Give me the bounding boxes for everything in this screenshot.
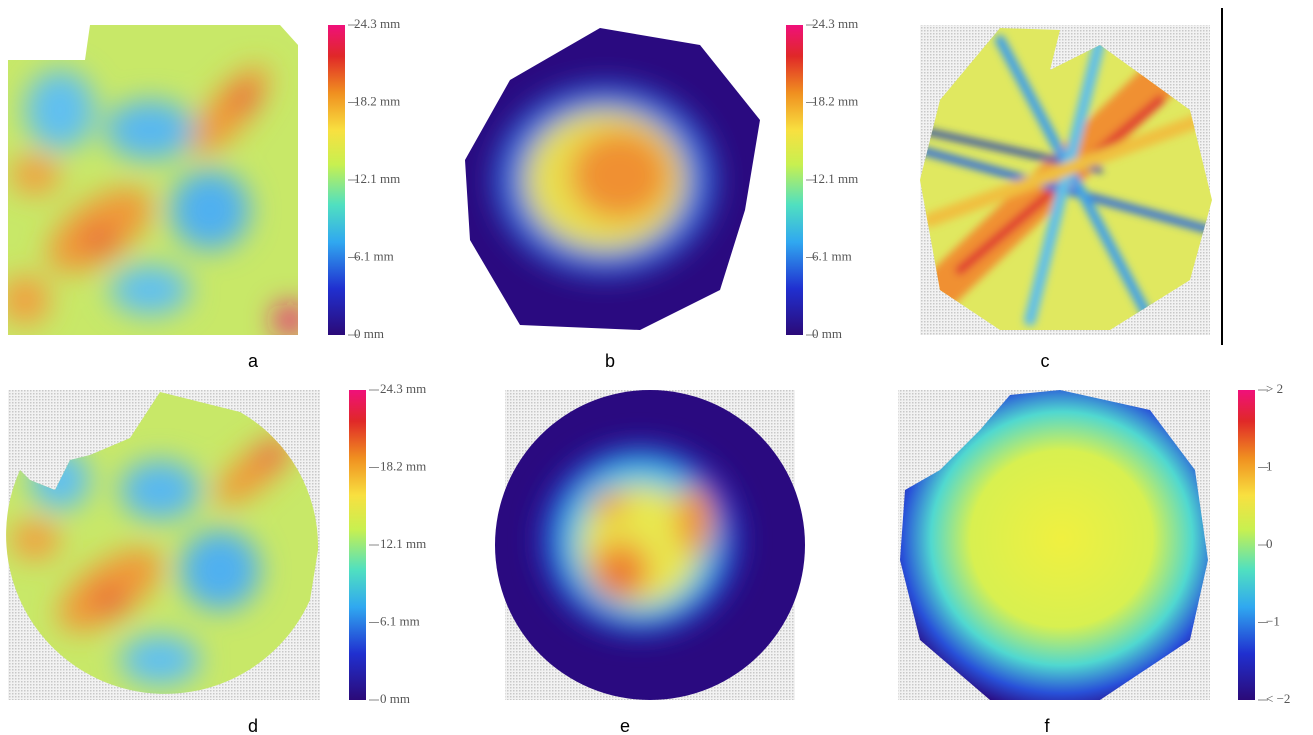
colorbar-label: 0 mm [380, 691, 410, 706]
colorbar-label: 18.2 mm [354, 93, 400, 108]
heatmap-b [460, 20, 770, 340]
colorbar-label: 12.1 mm [812, 171, 858, 186]
colorbar-label: 12.1 mm [354, 171, 400, 186]
figure: a b c d e f 24.3 mm 18.2 mm 12.1 mm 6.1 mm 0 mm 24.… [0, 0, 1313, 735]
colorbar-label: 0 mm [354, 326, 384, 341]
panel-label: c [1041, 351, 1050, 371]
colorbar-label: 18.2 mm [380, 458, 426, 473]
colorbar-label: > 2 [1266, 381, 1283, 396]
colorbar-label: 6.1 mm [354, 248, 394, 263]
panel-label: a [248, 351, 259, 371]
panel-label: e [620, 716, 630, 735]
heatmap-a [0, 20, 310, 340]
panel-label: f [1044, 716, 1050, 735]
page: {"figure": { "panels": ["a", "b", "c", "… [0, 0, 1313, 735]
colorbar-label: 18.2 mm [812, 93, 858, 108]
panel-label: b [605, 351, 615, 371]
colorbar-label: 1 [1266, 458, 1273, 473]
colorbar [1238, 390, 1255, 700]
colorbar-label: 24.3 mm [380, 381, 426, 396]
colorbar-label: 0 [1266, 536, 1273, 551]
colorbar-label: 24.3 mm [812, 16, 858, 31]
colorbar-label: 6.1 mm [380, 613, 420, 628]
colorbar-label: −1 [1266, 613, 1280, 628]
panel-label: d [248, 716, 258, 735]
colorbar-label: 24.3 mm [354, 16, 400, 31]
colorbar [328, 25, 345, 335]
colorbar-label: < −2 [1266, 691, 1290, 706]
colorbar-label: 6.1 mm [812, 248, 852, 263]
colorbar [786, 25, 803, 335]
colorbar [349, 390, 366, 700]
colorbar-label: 12.1 mm [380, 536, 426, 551]
colorbar-label: 0 mm [812, 326, 842, 341]
